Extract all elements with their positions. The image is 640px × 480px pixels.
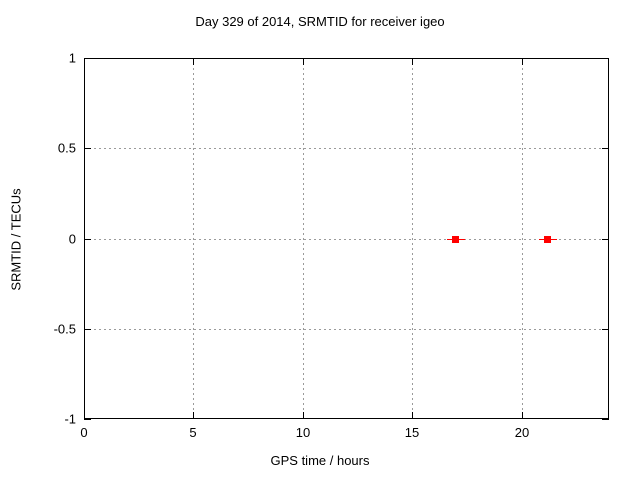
x-tick-mark-bottom — [412, 412, 413, 419]
y-tick-mark-left — [84, 239, 91, 240]
x-tick-label: 20 — [514, 425, 530, 440]
y-tick-mark-right — [602, 239, 609, 240]
x-tick-mark-bottom — [84, 412, 85, 419]
data-point-marker — [544, 236, 551, 243]
y-tick-mark-right — [602, 58, 609, 59]
y-tick-label: -1 — [64, 411, 76, 427]
x-tick-mark-bottom — [193, 412, 194, 419]
chart-title: Day 329 of 2014, SRMTID for receiver ige… — [195, 14, 445, 29]
y-gridline — [84, 329, 609, 330]
x-tick-mark-top — [84, 58, 85, 65]
y-tick-mark-left — [84, 148, 91, 149]
x-tick-mark-top — [412, 58, 413, 65]
x-tick-label: 10 — [295, 425, 311, 440]
x-gridline — [193, 58, 194, 419]
x-tick-label: 0 — [80, 425, 88, 440]
x-gridline — [412, 58, 413, 419]
x-gridline — [303, 58, 304, 419]
y-tick-mark-left — [84, 329, 91, 330]
data-point-marker — [452, 236, 459, 243]
y-axis-label: SRMTID / TECUs — [8, 188, 24, 291]
x-tick-mark-top — [303, 58, 304, 65]
y-tick-label: 0.5 — [57, 140, 76, 156]
y-tick-label: 0 — [68, 231, 76, 247]
y-tick-label: -0.5 — [53, 321, 76, 337]
x-axis-label: GPS time / hours — [270, 453, 370, 468]
y-tick-mark-right — [602, 419, 609, 420]
x-tick-label: 15 — [404, 425, 420, 440]
x-tick-mark-bottom — [303, 412, 304, 419]
y-gridline — [84, 148, 609, 149]
y-tick-mark-left — [84, 58, 91, 59]
y-tick-label: 1 — [68, 50, 76, 66]
x-tick-mark-top — [522, 58, 523, 65]
y-gridline — [84, 239, 609, 240]
plot-area — [84, 58, 609, 419]
y-tick-mark-left — [84, 419, 91, 420]
y-tick-mark-right — [602, 148, 609, 149]
x-tick-mark-bottom — [522, 412, 523, 419]
y-tick-mark-right — [602, 329, 609, 330]
x-gridline — [522, 58, 523, 419]
x-tick-mark-top — [193, 58, 194, 65]
x-tick-label: 5 — [189, 425, 197, 440]
